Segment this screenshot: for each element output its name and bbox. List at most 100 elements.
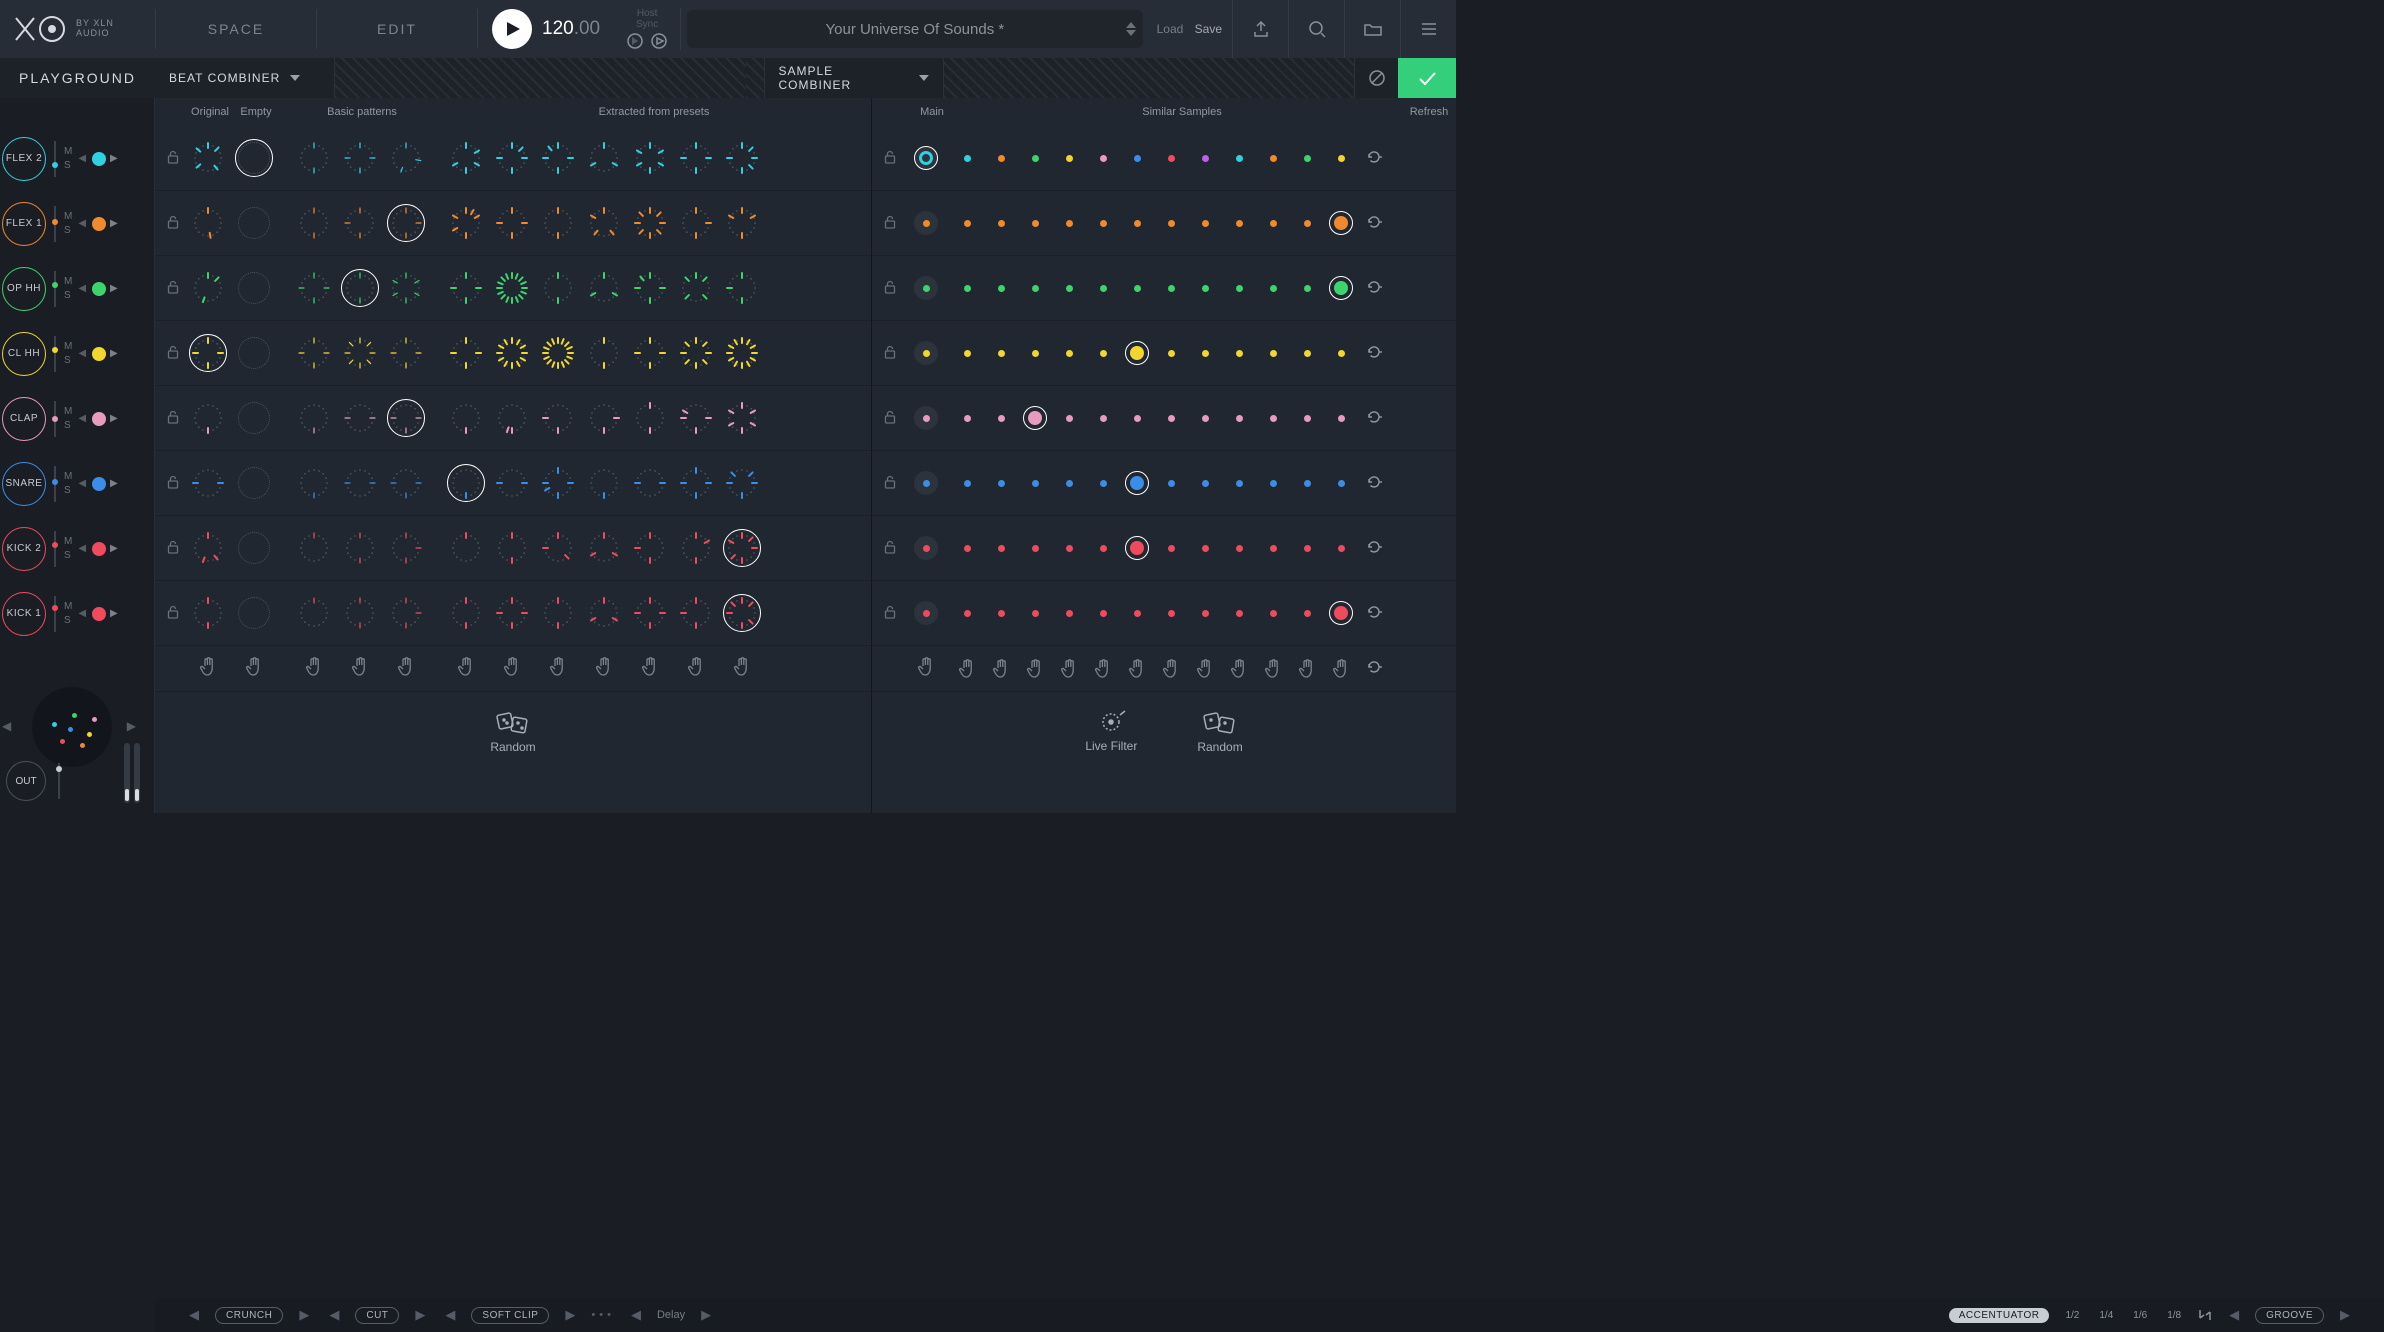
pattern-wheel[interactable] [634,532,666,564]
channel-play-icon[interactable]: ▶ [110,608,118,619]
sample-dot[interactable] [998,155,1005,162]
refresh-icon[interactable] [1358,539,1390,558]
sample-dot[interactable] [1202,480,1209,487]
softclip-pill[interactable]: SOFT CLIP [471,1307,549,1324]
pattern-wheel[interactable] [588,467,620,499]
drag-handle[interactable] [950,658,984,680]
pattern-wheel[interactable] [450,532,482,564]
sample-dot[interactable] [998,350,1005,357]
channel-volume-slider[interactable] [50,137,60,181]
pattern-wheel[interactable] [390,337,422,369]
sample-dot[interactable] [1236,415,1243,422]
sample-dot[interactable] [998,285,1005,292]
folder-icon[interactable] [1344,0,1400,58]
drag-handle[interactable] [1188,658,1222,680]
sample-dot[interactable] [1270,220,1277,227]
sample-dot[interactable] [964,415,971,422]
solo-button[interactable]: S [64,614,72,628]
solo-button[interactable]: S [64,159,72,173]
pattern-wheel-empty[interactable] [238,597,270,629]
sample-dot[interactable] [1338,545,1345,552]
sample-dot[interactable] [1066,350,1073,357]
sample-dot[interactable] [1270,155,1277,162]
drag-handle[interactable] [231,656,277,681]
sample-dot[interactable] [1236,220,1243,227]
sample-dot[interactable] [1304,220,1311,227]
host-sync[interactable]: Host Sync [614,8,680,50]
sample-dot[interactable] [1304,545,1311,552]
pattern-wheel[interactable] [542,402,574,434]
sample-dot[interactable] [998,220,1005,227]
mute-button[interactable]: M [64,600,72,614]
pattern-wheel[interactable] [192,467,224,499]
drag-handle[interactable] [291,656,337,681]
sample-dot[interactable] [1338,155,1345,162]
lock-icon[interactable] [878,215,902,232]
lock-icon[interactable] [161,280,185,297]
lock-icon[interactable] [161,540,185,557]
channel-volume-slider[interactable] [50,332,60,376]
pattern-wheel[interactable] [192,402,224,434]
sample-dot[interactable] [1032,285,1039,292]
sample-dot[interactable] [1066,610,1073,617]
pattern-wheel[interactable] [680,272,712,304]
sample-dot[interactable] [1202,285,1209,292]
channel-dot[interactable] [92,607,106,621]
pattern-wheel[interactable] [542,467,574,499]
sample-dot[interactable] [1168,285,1175,292]
channel-dot[interactable] [92,412,106,426]
pattern-wheel-empty[interactable] [238,142,270,174]
sample-dot[interactable] [1134,415,1141,422]
pattern-wheel[interactable] [344,532,376,564]
sample-dot[interactable] [1168,155,1175,162]
lock-icon[interactable] [161,605,185,622]
sample-dot[interactable] [1066,545,1073,552]
sample-dot[interactable] [1100,610,1107,617]
sample-dot[interactable] [1032,610,1039,617]
pattern-wheel[interactable] [726,337,758,369]
pattern-wheel[interactable] [680,142,712,174]
pattern-wheel[interactable] [634,337,666,369]
tempo-value[interactable]: 120.00 [542,18,600,40]
pattern-wheel[interactable] [390,207,422,239]
sample-dot[interactable] [1338,480,1345,487]
sample-dot[interactable] [964,220,971,227]
sample-dot[interactable] [1134,285,1141,292]
channel-play-icon[interactable]: ▶ [110,283,118,294]
solo-button[interactable]: S [64,354,72,368]
pattern-wheel[interactable] [192,337,224,369]
channel-volume-slider[interactable] [50,592,60,636]
lock-icon[interactable] [878,280,902,297]
live-filter-button[interactable]: Live Filter [1085,709,1137,753]
lock-icon[interactable] [161,345,185,362]
lock-icon[interactable] [878,410,902,427]
main-sample-dot[interactable] [923,545,930,552]
playground-tab[interactable]: PLAYGROUND [0,58,155,98]
pattern-wheel[interactable] [450,597,482,629]
drag-handle[interactable] [383,656,429,681]
drag-handle[interactable] [1154,658,1188,680]
prev-icon[interactable]: ◀ [76,543,88,554]
pattern-wheel[interactable] [298,532,330,564]
pattern-wheel[interactable] [726,142,758,174]
lock-icon[interactable] [878,605,902,622]
pattern-wheel[interactable] [298,272,330,304]
drag-handle[interactable] [1120,658,1154,680]
main-sample-dot[interactable] [923,350,930,357]
sample-dot[interactable] [1032,545,1039,552]
sample-dot[interactable] [1066,155,1073,162]
pattern-wheel[interactable] [588,142,620,174]
refresh-icon[interactable] [1358,604,1390,623]
pattern-wheel[interactable] [344,272,376,304]
sample-dot[interactable] [1236,155,1243,162]
pattern-wheel[interactable] [542,207,574,239]
drag-handle[interactable] [673,656,719,681]
drag-handle[interactable] [337,656,383,681]
pattern-wheel[interactable] [542,142,574,174]
sample-dot[interactable] [1338,415,1345,422]
pattern-wheel[interactable] [192,142,224,174]
pattern-wheel[interactable] [634,207,666,239]
pattern-wheel[interactable] [496,142,528,174]
sample-dot[interactable] [1066,415,1073,422]
channel-volume-slider[interactable] [50,267,60,311]
